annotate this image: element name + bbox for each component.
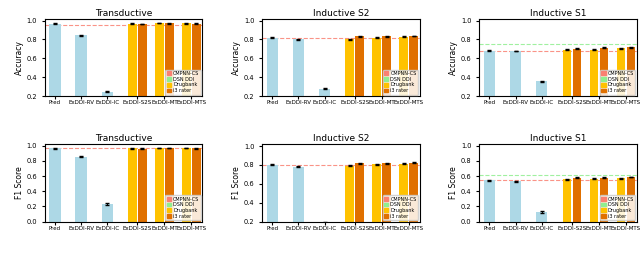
Bar xyxy=(600,48,609,115)
Bar xyxy=(382,163,391,241)
Bar xyxy=(627,48,636,115)
Bar xyxy=(573,49,582,115)
Bar xyxy=(399,163,408,241)
Bar xyxy=(266,165,278,241)
Bar xyxy=(128,23,137,115)
Title: Inductive S1: Inductive S1 xyxy=(530,134,586,143)
Y-axis label: F1 Score: F1 Score xyxy=(232,167,241,199)
Title: Inductive S2: Inductive S2 xyxy=(312,134,369,143)
Y-axis label: F1 Score: F1 Score xyxy=(15,167,24,199)
Bar xyxy=(102,92,113,115)
Y-axis label: Accuracy: Accuracy xyxy=(232,40,241,75)
Y-axis label: Accuracy: Accuracy xyxy=(15,40,24,75)
Bar xyxy=(484,180,495,222)
Bar xyxy=(410,36,418,115)
Bar xyxy=(536,81,547,115)
Bar xyxy=(589,50,598,115)
Bar xyxy=(192,148,201,222)
Bar xyxy=(563,50,572,115)
Y-axis label: F1 Score: F1 Score xyxy=(449,167,458,199)
Bar xyxy=(627,177,636,222)
Bar xyxy=(76,35,86,115)
Bar xyxy=(138,149,147,222)
Bar xyxy=(128,148,137,222)
Bar xyxy=(355,37,364,115)
Bar xyxy=(589,179,598,222)
Bar xyxy=(573,178,582,222)
Bar xyxy=(410,163,418,241)
Legend: CMPNN-CS, DSN DDI, Drugbank, i3 rater: CMPNN-CS, DSN DDI, Drugbank, i3 rater xyxy=(383,70,418,95)
Bar xyxy=(345,166,354,241)
Bar xyxy=(510,51,521,115)
Title: Transductive: Transductive xyxy=(95,9,152,18)
Legend: CMPNN-CS, DSN DDI, Drugbank, i3 rater: CMPNN-CS, DSN DDI, Drugbank, i3 rater xyxy=(165,195,201,220)
Bar xyxy=(563,179,572,222)
Bar xyxy=(616,48,625,115)
Bar xyxy=(182,23,191,115)
Bar xyxy=(49,148,61,222)
Legend: CMPNN-CS, DSN DDI, Drugbank, i3 rater: CMPNN-CS, DSN DDI, Drugbank, i3 rater xyxy=(600,195,636,220)
Bar xyxy=(319,89,330,115)
Bar xyxy=(355,163,364,241)
Title: Transductive: Transductive xyxy=(95,134,152,143)
Bar xyxy=(155,23,164,115)
Legend: CMPNN-CS, DSN DDI, Drugbank, i3 rater: CMPNN-CS, DSN DDI, Drugbank, i3 rater xyxy=(600,70,636,95)
Bar xyxy=(382,36,391,115)
Bar xyxy=(484,51,495,115)
Bar xyxy=(536,212,547,222)
Bar xyxy=(165,148,174,222)
Bar xyxy=(292,167,304,241)
Title: Inductive S1: Inductive S1 xyxy=(530,9,586,18)
Bar xyxy=(192,24,201,115)
Bar xyxy=(319,223,330,241)
Bar xyxy=(399,37,408,115)
Bar xyxy=(102,204,113,222)
Bar xyxy=(49,23,61,115)
Bar xyxy=(138,24,147,115)
Bar xyxy=(155,148,164,222)
Bar xyxy=(600,178,609,222)
Bar xyxy=(372,164,381,241)
Legend: CMPNN-CS, DSN DDI, Drugbank, i3 rater: CMPNN-CS, DSN DDI, Drugbank, i3 rater xyxy=(165,70,201,95)
Bar xyxy=(345,40,354,115)
Legend: CMPNN-CS, DSN DDI, Drugbank, i3 rater: CMPNN-CS, DSN DDI, Drugbank, i3 rater xyxy=(383,195,418,220)
Bar xyxy=(372,38,381,115)
Y-axis label: Accuracy: Accuracy xyxy=(449,40,458,75)
Bar xyxy=(165,23,174,115)
Bar xyxy=(292,39,304,115)
Bar xyxy=(76,157,86,222)
Bar xyxy=(182,148,191,222)
Title: Inductive S2: Inductive S2 xyxy=(312,9,369,18)
Bar xyxy=(510,181,521,222)
Bar xyxy=(266,38,278,115)
Bar xyxy=(616,178,625,222)
